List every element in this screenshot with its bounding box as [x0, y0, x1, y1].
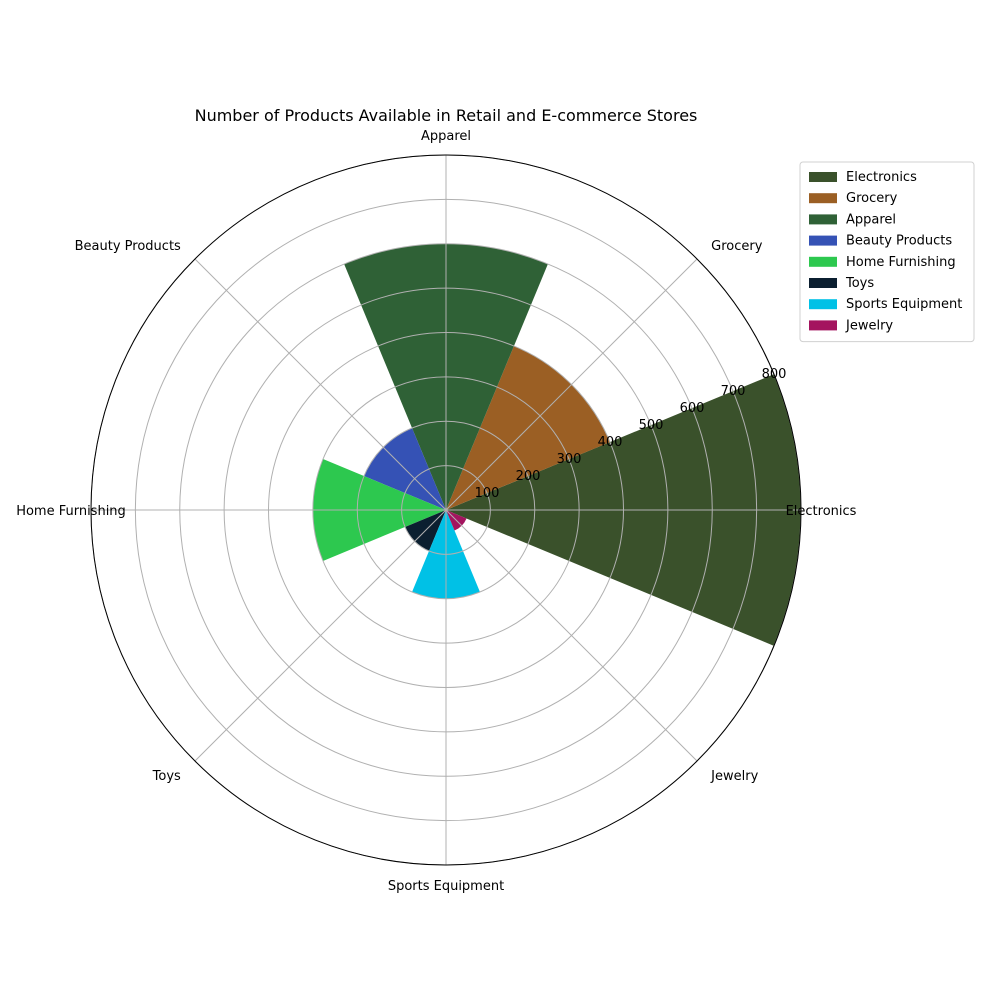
polar-frame — [90, 154, 802, 866]
legend-swatch-beauty-products — [809, 235, 837, 246]
legend-swatch-electronics — [809, 172, 837, 182]
grid-spoke — [194, 258, 447, 511]
radial-tick-labels: 100 200 300 400 500 600 700 800 — [475, 367, 787, 501]
category-label-toys: Toys — [152, 769, 181, 784]
legend-swatch-grocery — [809, 193, 837, 204]
radial-tick-label: 200 — [516, 469, 541, 484]
legend-swatch-toys — [809, 278, 837, 288]
legend-label-home-furnishing: Home Furnishing — [846, 255, 956, 270]
legend-label-sports-equipment: Sports Equipment — [846, 297, 962, 312]
legend-swatch-sports-equipment — [809, 299, 837, 310]
category-label-grocery: Grocery — [711, 239, 763, 254]
radial-tick-label: 400 — [598, 435, 623, 450]
category-label-home-furnishing: Home Furnishing — [16, 504, 126, 519]
radial-tick-label: 500 — [639, 418, 664, 433]
grid-layer — [90, 154, 802, 866]
legend-swatch-home-furnishing — [809, 256, 837, 267]
legend-label-apparel: Apparel — [846, 212, 896, 227]
category-label-sports-equipment: Sports Equipment — [388, 879, 504, 894]
radial-tick-label: 700 — [721, 384, 746, 399]
chart-title: Number of Products Available in Retail a… — [195, 106, 698, 125]
legend-box — [799, 161, 975, 343]
legend-label-grocery: Grocery — [846, 191, 898, 206]
category-label-beauty-products: Beauty Products — [75, 239, 181, 254]
legend-label-jewelry: Jewelry — [845, 318, 893, 333]
category-label-electronics: Electronics — [786, 504, 857, 519]
legend-label-beauty-products: Beauty Products — [846, 234, 952, 249]
grid-spoke — [445, 258, 698, 511]
legend-label-toys: Toys — [845, 276, 874, 291]
legend-label-electronics: Electronics — [846, 170, 917, 185]
legend: Electronics Grocery Apparel Beauty Products… — [799, 161, 975, 343]
legend-swatch-apparel — [809, 214, 837, 225]
category-label-apparel: Apparel — [421, 129, 471, 144]
radial-tick-label: 800 — [762, 367, 787, 382]
legend-swatch-jewelry — [809, 320, 837, 331]
radial-tick-label: 300 — [557, 452, 582, 467]
category-labels: Electronics Grocery Apparel Beauty Products… — [16, 129, 856, 894]
category-label-jewelry: Jewelry — [710, 769, 758, 784]
grid-spoke — [445, 509, 698, 762]
grid-spoke — [194, 509, 447, 762]
radial-tick-label: 100 — [475, 486, 500, 501]
radial-tick-label: 600 — [680, 401, 705, 416]
